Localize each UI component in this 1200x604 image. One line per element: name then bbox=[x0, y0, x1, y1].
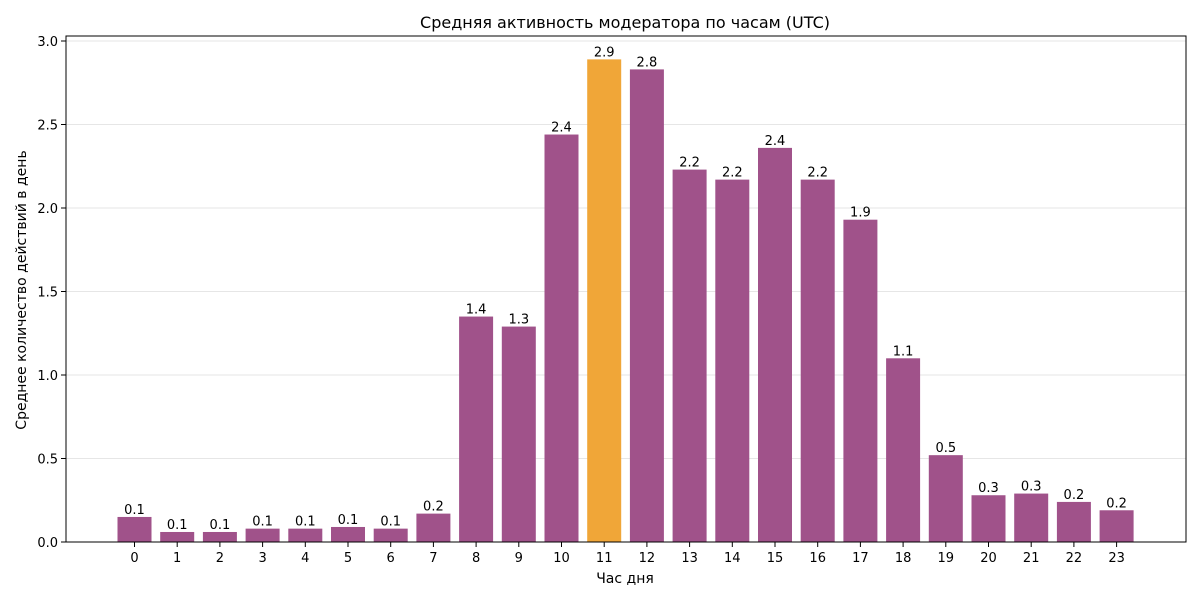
bar-value-label-10: 2.4 bbox=[551, 121, 572, 136]
x-tick-label-20: 20 bbox=[980, 551, 997, 566]
bar-value-label-20: 0.3 bbox=[978, 481, 999, 496]
bar-value-label-4: 0.1 bbox=[295, 515, 316, 530]
bar-value-label-18: 1.1 bbox=[893, 344, 914, 359]
bar-value-label-13: 2.2 bbox=[679, 156, 700, 171]
bar-value-label-9: 1.3 bbox=[508, 313, 529, 328]
bar-hour-6 bbox=[373, 528, 408, 542]
y-tick-label-1: 0.5 bbox=[37, 453, 58, 468]
bar-hour-9 bbox=[501, 326, 536, 542]
x-tick-label-21: 21 bbox=[1023, 551, 1040, 566]
y-tick-label-5: 2.5 bbox=[37, 119, 58, 134]
bar-value-label-21: 0.3 bbox=[1021, 480, 1042, 495]
grid-lines bbox=[66, 40, 1186, 543]
bar-hour-17 bbox=[843, 219, 878, 543]
x-tick-label-15: 15 bbox=[767, 551, 784, 566]
x-tick-label-11: 11 bbox=[596, 551, 613, 566]
chart-title: Средняя активность модератора по часам (… bbox=[420, 13, 830, 32]
bar-hour-23 bbox=[1099, 510, 1134, 542]
x-tick-label-14: 14 bbox=[724, 551, 741, 566]
x-tick-label-19: 19 bbox=[938, 551, 955, 566]
x-tick-label-7: 7 bbox=[429, 551, 437, 566]
plot-frame bbox=[65, 35, 1187, 543]
y-tick-label-2: 1.0 bbox=[37, 369, 58, 384]
x-tick-label-8: 8 bbox=[472, 551, 480, 566]
bar-hour-5 bbox=[331, 526, 365, 542]
x-tick-label-16: 16 bbox=[809, 551, 826, 566]
bar-hour-22 bbox=[1056, 501, 1091, 542]
x-tick-label-18: 18 bbox=[895, 551, 912, 566]
bar-hour-1 bbox=[160, 531, 195, 542]
x-tick-label-0: 0 bbox=[130, 551, 138, 566]
bar-hour-14 bbox=[715, 179, 750, 542]
bar-value-label-11: 2.9 bbox=[594, 45, 615, 60]
bar-value-label-12: 2.8 bbox=[637, 55, 658, 70]
bar-hour-20 bbox=[971, 495, 1006, 542]
bar-value-label-1: 0.1 bbox=[167, 518, 188, 533]
y-axis-title: Среднее количество действий в день bbox=[14, 150, 30, 429]
bar-value-label-6: 0.1 bbox=[380, 515, 401, 530]
bar-hour-15 bbox=[758, 147, 792, 542]
bar-value-label-3: 0.1 bbox=[252, 515, 273, 530]
bar-hour-8 bbox=[459, 316, 494, 542]
bar-value-label-15: 2.4 bbox=[765, 134, 786, 149]
x-tick-label-9: 9 bbox=[515, 551, 523, 566]
bars bbox=[117, 59, 1134, 543]
bar-value-label-5: 0.1 bbox=[338, 513, 359, 528]
bar-hour-16 bbox=[800, 179, 835, 542]
y-tick-label-6: 3.0 bbox=[37, 35, 58, 50]
x-tick-label-3: 3 bbox=[258, 551, 266, 566]
bar-hour-2 bbox=[202, 531, 237, 542]
bar-hour-12 bbox=[629, 69, 664, 542]
bar-hour-13 bbox=[672, 169, 707, 543]
bar-value-label-14: 2.2 bbox=[722, 166, 743, 181]
x-tick-label-5: 5 bbox=[344, 551, 352, 566]
axes: 0.00.51.01.52.02.53.00 1 2 3 4 5 6 7 8 9 10 11 12 13 1… bbox=[37, 35, 1187, 566]
x-tick-label-23: 23 bbox=[1108, 551, 1125, 566]
x-tick-label-17: 17 bbox=[852, 551, 869, 566]
bar-hour-21 bbox=[1014, 493, 1049, 542]
y-tick-label-4: 2.0 bbox=[37, 202, 58, 217]
bar-hour-10 bbox=[544, 134, 579, 542]
x-tick-label-22: 22 bbox=[1066, 551, 1083, 566]
bar-hour-3 bbox=[245, 528, 280, 542]
bar-value-label-2: 0.1 bbox=[210, 518, 231, 533]
bar-hour-19 bbox=[928, 455, 963, 542]
bar-value-label-17: 1.9 bbox=[850, 206, 871, 221]
bar-hour-7 bbox=[416, 513, 451, 542]
bar-hour-11 bbox=[587, 59, 622, 542]
bar-value-label-22: 0.2 bbox=[1064, 488, 1085, 503]
x-tick-label-1: 1 bbox=[173, 551, 181, 566]
bar-value-label-19: 0.5 bbox=[935, 441, 956, 456]
y-tick-label-0: 0.0 bbox=[37, 536, 58, 551]
bar-value-label-8: 1.4 bbox=[466, 303, 487, 318]
bar-value-label-16: 2.2 bbox=[807, 166, 828, 181]
x-tick-label-6: 6 bbox=[387, 551, 395, 566]
bar-hour-0 bbox=[117, 516, 152, 542]
bar-value-label-7: 0.2 bbox=[423, 500, 444, 515]
x-tick-label-10: 10 bbox=[553, 551, 570, 566]
bar-value-label-0: 0.1 bbox=[124, 503, 145, 518]
bar-value-label-23: 0.2 bbox=[1106, 496, 1127, 511]
x-tick-label-12: 12 bbox=[639, 551, 656, 566]
bar-hour-4 bbox=[288, 528, 323, 542]
bar-hour-18 bbox=[886, 358, 921, 542]
y-tick-label-3: 1.5 bbox=[37, 286, 58, 301]
bar-value-labels: 0.1 0.1 0.1 0.1 0.1 0.1 0.1 0.2 1.4 1.3 2.4 2.9 2.8 2… bbox=[124, 45, 1127, 533]
x-tick-label-13: 13 bbox=[681, 551, 698, 566]
x-tick-label-2: 2 bbox=[216, 551, 224, 566]
x-tick-label-4: 4 bbox=[301, 551, 309, 566]
x-axis-title: Час дня bbox=[596, 571, 654, 587]
